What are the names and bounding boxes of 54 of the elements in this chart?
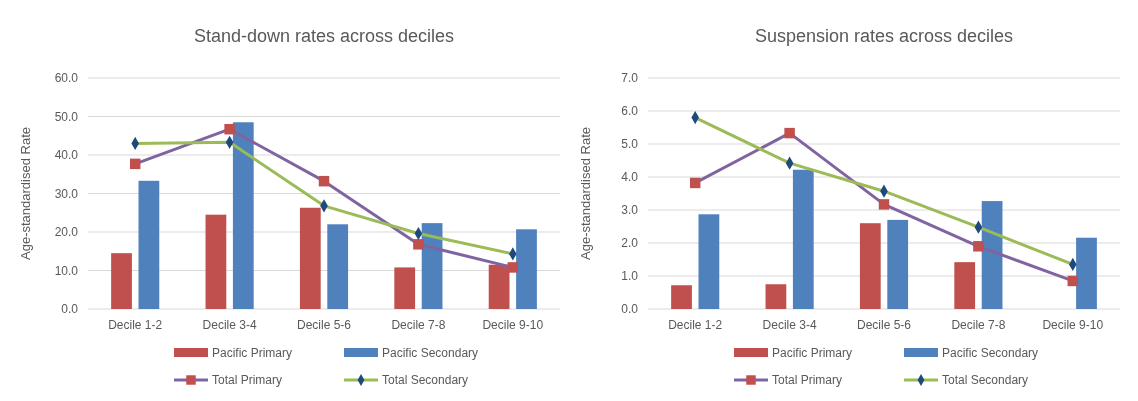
y-tick-label: 40.0: [54, 148, 79, 163]
bar: [138, 180, 160, 309]
bar: [671, 285, 692, 309]
y-tick-label: 3.0: [621, 203, 639, 218]
y-tick-label: 20.0: [54, 225, 79, 240]
y-tick-label: 0.0: [621, 302, 639, 317]
y-axis-title: Age-standardised Rate: [18, 127, 33, 260]
x-tick-label: Decile 5-6: [296, 318, 352, 332]
bar: [299, 207, 321, 309]
y-tick-label: 7.0: [621, 71, 639, 86]
x-tick-label: Decile 7-8: [391, 318, 446, 332]
bar: [887, 219, 909, 309]
bar: [516, 229, 537, 309]
bar: [1076, 237, 1097, 309]
y-tick-label: 0.0: [61, 302, 79, 317]
legend-label: Pacific Secondary: [382, 346, 479, 361]
y-tick-label: 4.0: [621, 170, 639, 185]
bar: [698, 214, 720, 309]
bar: [394, 267, 416, 309]
x-tick-label: Decile 1-2: [668, 318, 723, 332]
x-tick-label: Decile 7-8: [951, 318, 1006, 332]
legend-label: Pacific Secondary: [942, 346, 1039, 361]
bar: [232, 122, 254, 309]
y-tick-label: 1.0: [621, 269, 639, 284]
legend-label: Pacific Primary: [772, 346, 853, 361]
legend-label: Pacific Primary: [212, 346, 293, 361]
bar: [792, 169, 814, 309]
y-tick-label: 60.0: [54, 71, 79, 86]
y-tick-label: 10.0: [54, 263, 79, 278]
chart-title: Stand-down rates across deciles: [193, 26, 455, 46]
x-tick-label: Decile 1-2: [108, 318, 163, 332]
bar: [954, 262, 976, 309]
bar: [205, 214, 227, 309]
legend-label: Total Primary: [212, 373, 283, 388]
x-tick-label: Decile 3-4: [762, 318, 817, 332]
y-tick-label: 50.0: [54, 109, 79, 124]
legend-label: Total Secondary: [382, 373, 469, 388]
x-tick-label: Decile 3-4: [202, 318, 257, 332]
y-axis-title: Age-standardised Rate: [578, 127, 593, 260]
y-tick-label: 2.0: [621, 236, 639, 251]
bar: [111, 253, 132, 309]
chart-title: Suspension rates across deciles: [754, 26, 1014, 46]
bar: [765, 284, 787, 309]
x-tick-label: Decile 5-6: [856, 318, 912, 332]
x-tick-label: Decile 9-10: [482, 318, 544, 332]
bar: [981, 201, 1003, 309]
x-tick-label: Decile 9-10: [1042, 318, 1104, 332]
bar: [859, 223, 881, 309]
legend-label: Total Primary: [772, 373, 843, 388]
y-tick-label: 30.0: [54, 186, 79, 201]
legend-label: Total Secondary: [942, 373, 1029, 388]
y-tick-label: 6.0: [621, 104, 639, 119]
y-tick-label: 5.0: [621, 137, 639, 152]
bar: [327, 224, 349, 309]
